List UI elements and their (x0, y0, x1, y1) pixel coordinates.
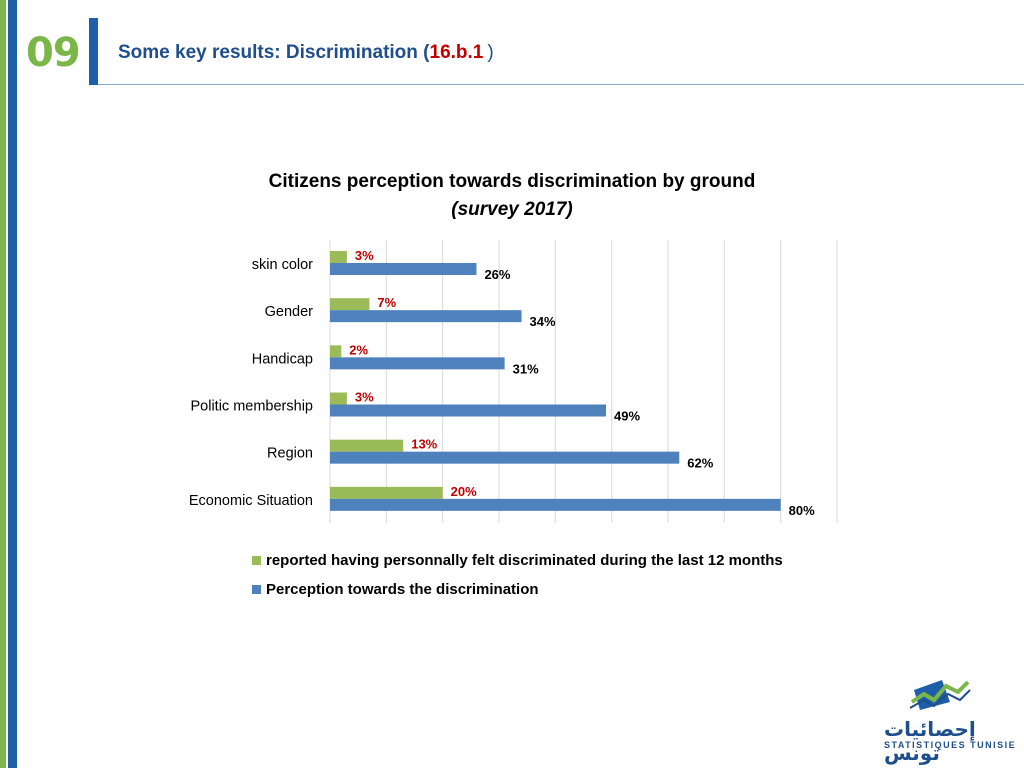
category-label: Region (267, 446, 313, 462)
left-accent-stripe-blue (8, 0, 17, 768)
bar-felt (330, 486, 443, 499)
slide-title-code: 16.b.1 (429, 42, 484, 63)
data-label: 26% (484, 267, 510, 282)
category-label: Gender (265, 304, 314, 320)
data-label: 13% (411, 437, 437, 452)
slide-title: Some key results: Discrimination (16.b.1… (118, 42, 494, 64)
bar-perception (330, 357, 505, 370)
data-label: 3% (355, 248, 374, 263)
legend-swatch-green (252, 556, 261, 565)
category-label: Handicap (252, 351, 313, 367)
bar-perception (330, 404, 607, 417)
data-label: 49% (614, 409, 640, 424)
header-divider (89, 18, 98, 85)
legend-swatch-blue (252, 585, 261, 594)
category-label: Economic Situation (189, 493, 313, 509)
chart-title: Citizens perception towards discriminati… (268, 171, 756, 192)
logo-mark-green (910, 680, 970, 704)
legend-label-felt: reported having personnally felt discrim… (266, 552, 783, 569)
data-label: 34% (530, 314, 556, 329)
data-label: 2% (349, 342, 368, 357)
slide-title-prefix: Some key results: Discrimination ( (118, 42, 430, 63)
bar-felt (330, 439, 404, 452)
legend-item-perception: Perception towards the discrimination (252, 581, 539, 598)
legend-item-felt: reported having personnally felt discrim… (252, 552, 783, 569)
logo-french-text: STATISTIQUES TUNISIE (884, 740, 1017, 750)
category-label: Politic membership (191, 399, 314, 415)
data-label: 3% (355, 390, 374, 405)
slide-number: 09 (26, 30, 81, 76)
category-label: skin color (252, 257, 313, 273)
statistiques-tunisie-logo (909, 680, 971, 710)
data-label: 7% (377, 295, 396, 310)
chart-subtitle: (survey 2017) (451, 199, 573, 220)
data-label: 80% (789, 503, 815, 518)
left-accent-stripe-green (0, 0, 6, 768)
data-label: 20% (451, 484, 477, 499)
legend-label-perception: Perception towards the discrimination (266, 581, 539, 598)
bar-felt (330, 298, 370, 311)
data-label: 62% (687, 456, 713, 471)
slide-title-suffix: ) (487, 42, 494, 63)
bar-perception (330, 310, 522, 323)
logo-mark-blue (914, 680, 950, 710)
bar-perception (330, 451, 680, 464)
data-label: 31% (513, 361, 539, 376)
bar-felt (330, 251, 347, 263)
header-underline (98, 84, 1024, 85)
bar-perception (330, 263, 477, 275)
bar-felt (330, 345, 342, 358)
logo-arabic-text: إحصائيات تونس (884, 717, 976, 765)
logo-mark-line (909, 689, 971, 709)
bar-felt (330, 392, 347, 405)
bar-perception (330, 498, 781, 511)
